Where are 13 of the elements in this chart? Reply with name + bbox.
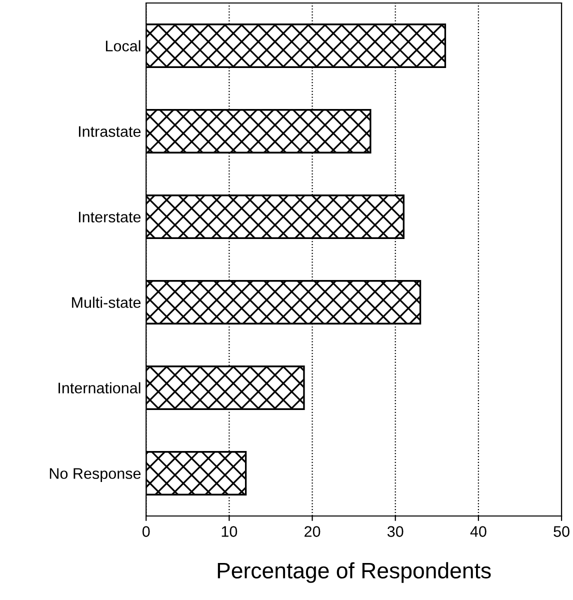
y-tick-label: Multi-state <box>72 296 141 308</box>
x-tick-label: 40 <box>470 526 486 537</box>
x-tick-label: 20 <box>304 526 320 537</box>
y-tick-label: Intrastate <box>78 126 141 137</box>
x-tick-label: 50 <box>554 526 570 537</box>
x-tick-label: 0 <box>142 526 150 537</box>
y-tick-label: No Response <box>50 468 141 482</box>
x-tick-label: 30 <box>387 526 404 537</box>
x-axis-title: Percentage of Respondents <box>218 562 491 583</box>
x-tick-label: 10 <box>222 526 238 537</box>
y-tick-label: International <box>58 382 140 394</box>
y-tick-label: Interstate <box>78 212 141 222</box>
y-tick-label: Local <box>106 40 140 52</box>
